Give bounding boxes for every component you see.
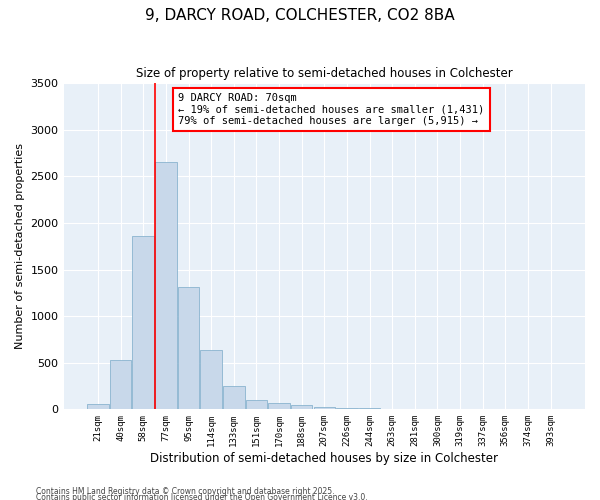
Bar xyxy=(268,403,290,409)
Bar xyxy=(336,408,358,410)
Bar xyxy=(110,360,131,410)
Bar xyxy=(87,404,109,409)
Y-axis label: Number of semi-detached properties: Number of semi-detached properties xyxy=(15,143,25,349)
Bar xyxy=(359,408,380,410)
Text: Contains public sector information licensed under the Open Government Licence v3: Contains public sector information licen… xyxy=(36,492,368,500)
Text: 9, DARCY ROAD, COLCHESTER, CO2 8BA: 9, DARCY ROAD, COLCHESTER, CO2 8BA xyxy=(145,8,455,22)
Bar xyxy=(223,386,245,409)
Bar xyxy=(291,405,313,409)
X-axis label: Distribution of semi-detached houses by size in Colchester: Distribution of semi-detached houses by … xyxy=(150,452,498,465)
Bar xyxy=(314,406,335,410)
Text: 9 DARCY ROAD: 70sqm
← 19% of semi-detached houses are smaller (1,431)
79% of sem: 9 DARCY ROAD: 70sqm ← 19% of semi-detach… xyxy=(178,93,485,126)
Bar xyxy=(155,162,176,410)
Bar xyxy=(133,236,154,410)
Bar xyxy=(178,287,199,410)
Bar xyxy=(200,350,222,410)
Text: Contains HM Land Registry data © Crown copyright and database right 2025.: Contains HM Land Registry data © Crown c… xyxy=(36,486,335,496)
Bar xyxy=(245,400,267,409)
Title: Size of property relative to semi-detached houses in Colchester: Size of property relative to semi-detach… xyxy=(136,68,512,80)
